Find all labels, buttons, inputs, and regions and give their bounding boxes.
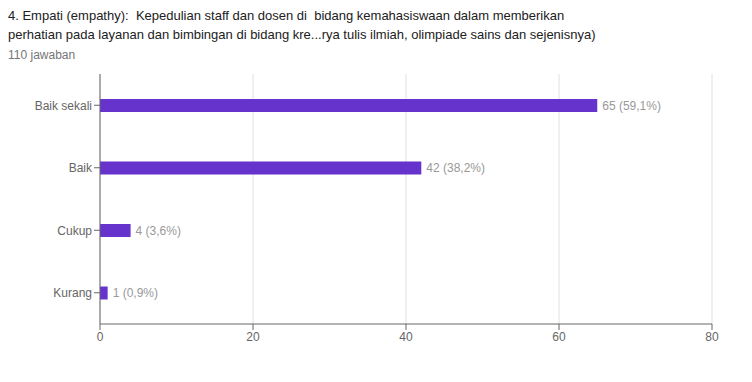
svg-text:20: 20 xyxy=(246,330,260,344)
svg-text:65 (59,1%): 65 (59,1%) xyxy=(602,99,661,113)
svg-text:0: 0 xyxy=(97,330,104,344)
svg-text:80: 80 xyxy=(705,330,719,344)
html-text:4. Empati (empathy): Kepedulia: 4. Empati (empathy): Kepedulian staff da… xyxy=(8,8,565,23)
svg-text:4 (3,6%): 4 (3,6%) xyxy=(136,224,181,238)
svg-text:Baik sekali: Baik sekali xyxy=(35,99,92,113)
svg-text:1 (0,9%): 1 (0,9%) xyxy=(113,286,158,300)
svg-text:40: 40 xyxy=(399,330,413,344)
html-text:perhatian pada layanan dan bim: perhatian pada layanan dan bimbingan di … xyxy=(8,27,596,42)
html-text:110 jawaban: 110 jawaban xyxy=(8,48,76,62)
svg-text:42 (38,2%): 42 (38,2%) xyxy=(426,161,485,175)
svg-text:Kurang: Kurang xyxy=(53,286,92,300)
svg-text:60: 60 xyxy=(552,330,566,344)
svg-text:Baik: Baik xyxy=(69,161,93,175)
svg-text:Cukup: Cukup xyxy=(57,224,92,238)
